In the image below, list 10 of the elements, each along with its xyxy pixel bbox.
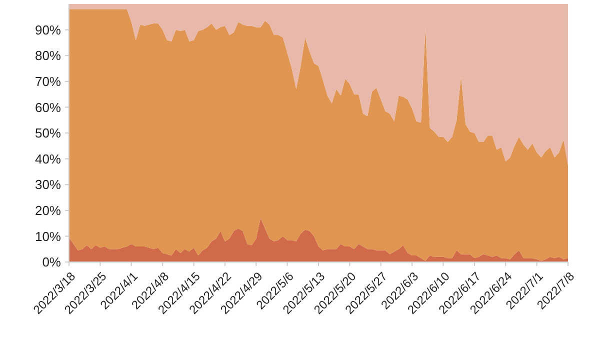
y-tick-label: 30% xyxy=(34,177,62,192)
y-tick-label: 60% xyxy=(34,100,62,115)
y-tick-label: 50% xyxy=(34,126,62,141)
y-tick-label: 80% xyxy=(34,48,62,64)
y-tick-label: 20% xyxy=(34,202,62,218)
y-tick-label: 40% xyxy=(34,151,62,166)
y-tick-label: 10% xyxy=(34,228,62,244)
y-tick-label: 90% xyxy=(34,22,62,38)
y-tick-label: 70% xyxy=(34,74,62,89)
y-tick-label: 0% xyxy=(42,254,62,270)
